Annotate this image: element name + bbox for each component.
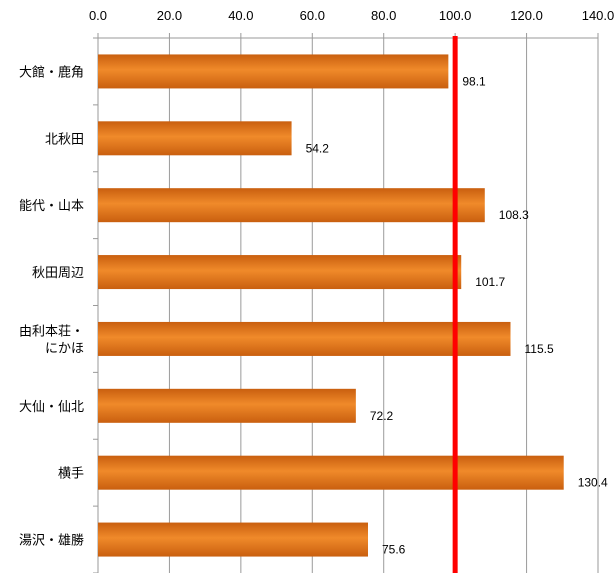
x-tick-label: 20.0 xyxy=(157,8,182,23)
category-label: 大仙・仙北 xyxy=(19,400,84,415)
data-label: 115.5 xyxy=(525,342,554,356)
x-tick-label: 120.0 xyxy=(510,8,543,23)
category-label: 由利本荘・ xyxy=(19,324,84,339)
x-tick-label: 60.0 xyxy=(300,8,325,23)
category-label: 大館・鹿角 xyxy=(19,64,84,80)
category-label: にかほ xyxy=(45,341,84,356)
x-tick-label: 140.0 xyxy=(582,8,615,23)
bar xyxy=(98,255,461,289)
category-label: 北秋田 xyxy=(45,132,84,147)
bars xyxy=(98,54,564,556)
bar xyxy=(98,188,485,222)
x-tick-label: 80.0 xyxy=(371,8,396,23)
x-tick-labels: 0.0 20.0 40.0 60.0 80.0 100.0 120.0 140.0 xyxy=(89,8,614,23)
bar xyxy=(98,121,292,155)
bar xyxy=(98,456,564,490)
x-tick-label: 40.0 xyxy=(228,8,253,23)
bar xyxy=(98,389,356,423)
data-label: 108.3 xyxy=(499,208,529,222)
x-tick-label: 0.0 xyxy=(89,8,107,23)
data-label: 54.2 xyxy=(306,141,330,155)
data-label: 101.7 xyxy=(475,275,505,289)
category-label: 秋田周辺 xyxy=(32,266,84,281)
data-label: 98.1 xyxy=(462,74,486,88)
category-label: 横手 xyxy=(58,467,84,482)
category-label: 湯沢・雄勝 xyxy=(19,534,84,549)
bar xyxy=(98,523,368,557)
bar xyxy=(98,54,448,88)
x-tick-label: 100.0 xyxy=(439,8,472,23)
data-label: 130.4 xyxy=(578,476,608,490)
grid-lines xyxy=(93,33,598,573)
data-label: 72.2 xyxy=(370,409,394,423)
bar xyxy=(98,322,511,356)
data-label: 75.6 xyxy=(382,543,406,557)
category-label: 能代・山本 xyxy=(19,199,84,214)
